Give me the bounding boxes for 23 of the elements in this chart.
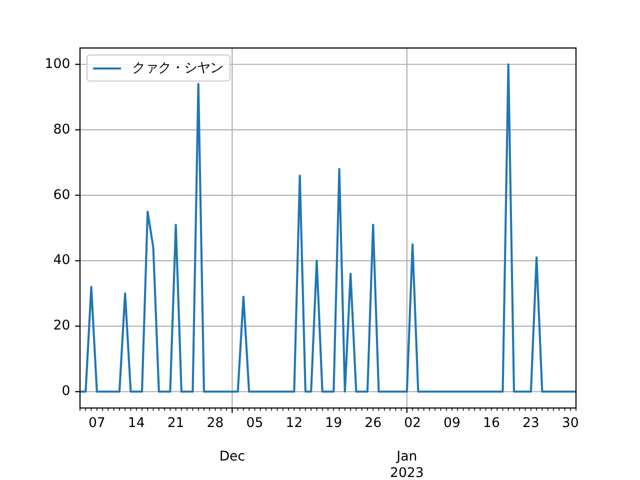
- legend-label: クァク・シヤン: [132, 61, 223, 76]
- x-tick-label: 09: [444, 416, 460, 431]
- x-tick-label: 26: [364, 416, 382, 431]
- y-tick-label: 40: [53, 253, 70, 268]
- y-tick-label: 0: [62, 384, 70, 400]
- x-tick-label: 16: [482, 416, 500, 431]
- x-tick-label: 12: [286, 416, 303, 431]
- x-tick-label: 28: [206, 416, 224, 431]
- x-tick-label: 02: [404, 416, 422, 431]
- legend: クァク・シヤン: [86, 54, 231, 82]
- x-tick-label: 14: [128, 416, 145, 431]
- x-tick-label: 23: [522, 416, 540, 431]
- x-tick-label: 19: [325, 416, 342, 431]
- y-tick-label: 100: [44, 56, 70, 72]
- x-tick-label: 21: [167, 416, 184, 431]
- x-tick-label: 30: [562, 416, 579, 431]
- y-tick-label: 80: [53, 122, 70, 138]
- annotation: Jan 2023: [390, 449, 424, 480]
- y-tick-label: 20: [53, 318, 70, 334]
- x-tick-label: 05: [246, 416, 264, 431]
- y-tick-label: 60: [53, 188, 70, 203]
- annotation: Dec: [219, 449, 246, 464]
- x-tick-label: 07: [88, 416, 106, 431]
